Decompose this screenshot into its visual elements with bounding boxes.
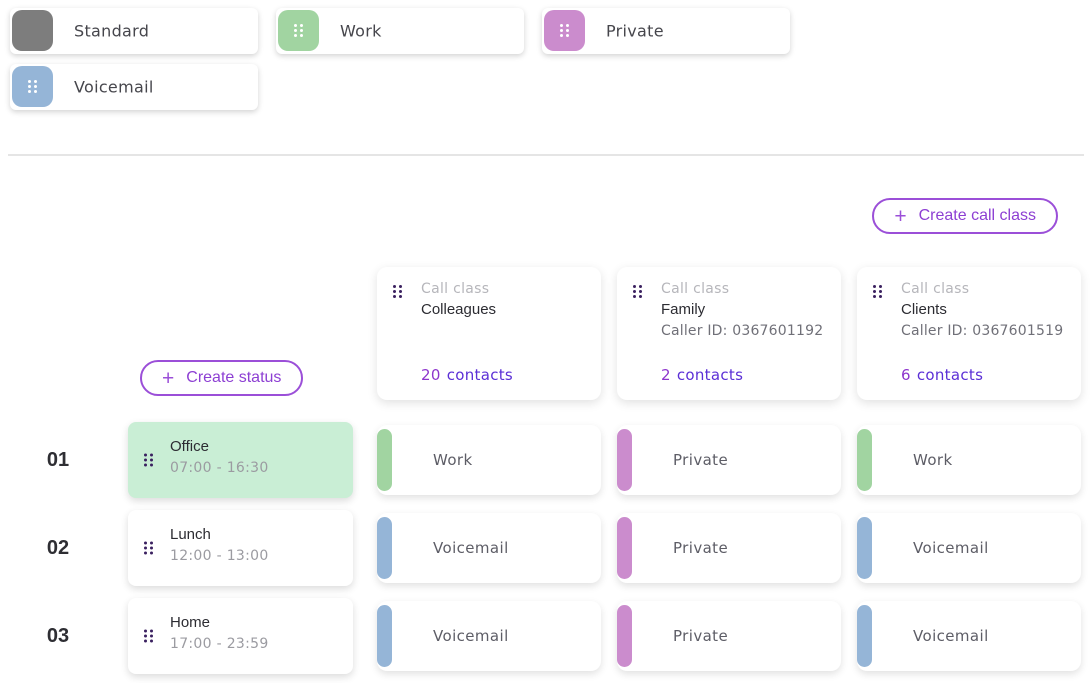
create-status-button[interactable]: + Create status bbox=[140, 360, 304, 396]
call-class-header-row: + Create status Call class Colleagues 20… bbox=[0, 267, 1092, 400]
contacts-word: contacts bbox=[916, 366, 984, 384]
status-row-head: 03 Home 17:00 - 23:59 bbox=[0, 598, 361, 674]
assignment-cell[interactable]: Voicemail bbox=[857, 513, 1081, 583]
assignment-label: Voicemail bbox=[913, 627, 989, 645]
legend-chips: Standard Work Private Voicemail bbox=[0, 0, 820, 110]
row-number: 03 bbox=[46, 624, 70, 647]
call-class-name: Clients bbox=[901, 301, 947, 318]
caller-id: Caller ID: 0367601519 bbox=[901, 323, 1064, 339]
status-name: Office bbox=[170, 438, 209, 455]
contacts-link[interactable]: 2 contacts bbox=[661, 366, 743, 384]
status-card-home[interactable]: Home 17:00 - 23:59 bbox=[128, 598, 353, 674]
assignment-cell[interactable]: Private bbox=[617, 513, 841, 583]
call-class-name: Colleagues bbox=[421, 301, 497, 318]
call-class-card-family[interactable]: Call class Family Caller ID: 0367601192 … bbox=[617, 267, 841, 400]
assignment-cell[interactable]: Voicemail bbox=[377, 601, 601, 671]
contacts-link[interactable]: 6 contacts bbox=[901, 366, 983, 384]
class-color-bar bbox=[377, 517, 392, 579]
plus-icon: + bbox=[162, 366, 175, 390]
contacts-word: contacts bbox=[446, 366, 514, 384]
voicemail-color-swatch bbox=[12, 66, 53, 107]
create-call-class-label: Create call class bbox=[918, 207, 1036, 224]
class-color-bar bbox=[617, 429, 632, 491]
call-class-label: Call class bbox=[661, 281, 730, 297]
class-color-bar bbox=[617, 517, 632, 579]
status-row-head: 02 Lunch 12:00 - 13:00 bbox=[0, 510, 361, 586]
contacts-word: contacts bbox=[676, 366, 744, 384]
chip-standard[interactable]: Standard bbox=[10, 8, 258, 54]
assignment-label: Private bbox=[673, 539, 729, 557]
drag-handle-icon[interactable] bbox=[144, 629, 153, 643]
caller-id: Caller ID: 0367601192 bbox=[661, 323, 824, 339]
assignment-cell[interactable]: Private bbox=[617, 425, 841, 495]
status-time-range: 17:00 - 23:59 bbox=[170, 636, 269, 652]
assignment-label: Voicemail bbox=[433, 627, 509, 645]
call-class-toolbar: + Create call class bbox=[0, 198, 1058, 234]
status-name: Home bbox=[170, 614, 211, 631]
status-time-range: 07:00 - 16:30 bbox=[170, 460, 269, 476]
status-name: Lunch bbox=[170, 526, 211, 543]
chip-private[interactable]: Private bbox=[542, 8, 790, 54]
status-row-02: 02 Lunch 12:00 - 13:00 Voicemail Private… bbox=[0, 510, 1092, 586]
chip-label: Work bbox=[340, 21, 382, 41]
plus-icon: + bbox=[894, 204, 907, 228]
class-color-bar bbox=[377, 605, 392, 667]
assignment-label: Voicemail bbox=[913, 539, 989, 557]
class-color-bar bbox=[857, 517, 872, 579]
status-time-range: 12:00 - 13:00 bbox=[170, 548, 269, 564]
class-color-bar bbox=[377, 429, 392, 491]
status-toolbar: + Create status bbox=[0, 267, 361, 400]
assignment-label: Private bbox=[673, 451, 729, 469]
create-call-class-button[interactable]: + Create call class bbox=[872, 198, 1058, 234]
assignment-cell[interactable]: Voicemail bbox=[857, 601, 1081, 671]
drag-handle-icon[interactable] bbox=[144, 453, 153, 467]
drag-handle-icon[interactable] bbox=[144, 541, 153, 555]
contacts-count: 20 bbox=[421, 366, 441, 384]
assignment-cell[interactable]: Work bbox=[377, 425, 601, 495]
drag-handle-icon[interactable] bbox=[633, 285, 642, 298]
work-color-swatch bbox=[278, 10, 319, 51]
drag-handle-icon[interactable] bbox=[560, 24, 569, 37]
chip-voicemail[interactable]: Voicemail bbox=[10, 64, 258, 110]
chip-label: Standard bbox=[74, 21, 150, 41]
call-class-label: Call class bbox=[901, 281, 970, 297]
call-class-name: Family bbox=[661, 301, 706, 318]
class-color-bar bbox=[617, 605, 632, 667]
assignment-label: Voicemail bbox=[433, 539, 509, 557]
chip-label: Private bbox=[606, 21, 664, 41]
assignment-label: Private bbox=[673, 627, 729, 645]
drag-handle-icon[interactable] bbox=[873, 285, 882, 298]
standard-color-swatch bbox=[12, 10, 53, 51]
assignment-label: Work bbox=[433, 451, 473, 469]
contacts-count: 6 bbox=[901, 366, 911, 384]
chip-label: Voicemail bbox=[74, 77, 154, 97]
assignment-cell[interactable]: Voicemail bbox=[377, 513, 601, 583]
row-number: 01 bbox=[46, 448, 70, 471]
call-class-card-clients[interactable]: Call class Clients Caller ID: 0367601519… bbox=[857, 267, 1081, 400]
contacts-link[interactable]: 20 contacts bbox=[421, 366, 513, 384]
status-row-01: 01 Office 07:00 - 16:30 Work Private Wor… bbox=[0, 422, 1092, 498]
status-card-lunch[interactable]: Lunch 12:00 - 13:00 bbox=[128, 510, 353, 586]
class-color-bar bbox=[857, 605, 872, 667]
row-number: 02 bbox=[46, 536, 70, 559]
chip-work[interactable]: Work bbox=[276, 8, 524, 54]
drag-handle-icon[interactable] bbox=[28, 80, 37, 93]
call-class-card-colleagues[interactable]: Call class Colleagues 20 contacts bbox=[377, 267, 601, 400]
drag-handle-icon[interactable] bbox=[294, 24, 303, 37]
assignment-cell[interactable]: Private bbox=[617, 601, 841, 671]
assignment-cell[interactable]: Work bbox=[857, 425, 1081, 495]
contacts-count: 2 bbox=[661, 366, 671, 384]
drag-handle-icon[interactable] bbox=[393, 285, 402, 298]
section-divider bbox=[8, 154, 1084, 156]
private-color-swatch bbox=[544, 10, 585, 51]
status-row-head: 01 Office 07:00 - 16:30 bbox=[0, 422, 361, 498]
status-card-office[interactable]: Office 07:00 - 16:30 bbox=[128, 422, 353, 498]
status-row-03: 03 Home 17:00 - 23:59 Voicemail Private … bbox=[0, 598, 1092, 674]
create-status-label: Create status bbox=[186, 369, 282, 386]
call-class-label: Call class bbox=[421, 281, 490, 297]
assignment-label: Work bbox=[913, 451, 953, 469]
class-color-bar bbox=[857, 429, 872, 491]
